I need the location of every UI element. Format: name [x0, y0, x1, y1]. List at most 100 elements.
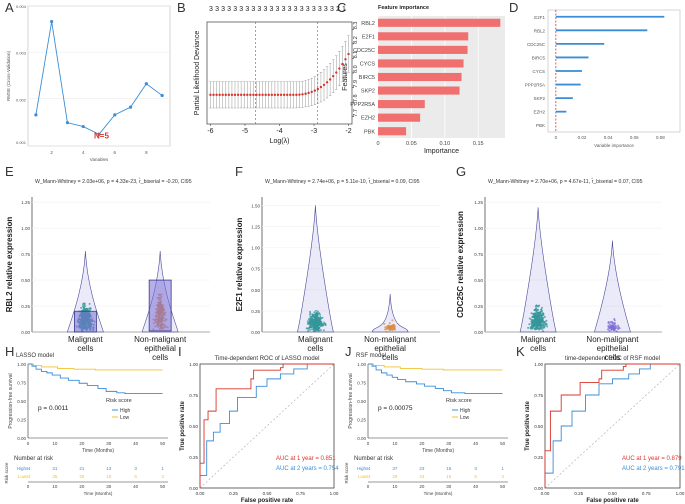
panel-b-xtick-label: -6	[207, 128, 213, 135]
panel-c-bar	[378, 72, 462, 82]
panel-f-xcat-label: cells	[307, 344, 323, 353]
panel-label-E: E	[5, 164, 14, 179]
panel-b-ytick-label: 7.8	[353, 94, 359, 102]
panel-f-ytick-label: 0.50	[251, 288, 260, 293]
panel-g-point-b	[613, 322, 616, 325]
panel-f-point-a	[320, 324, 323, 327]
panel-h-ytick-label: 1.00	[17, 362, 26, 367]
panel-e-xcat-label: cells	[152, 353, 168, 362]
panel-b-point	[301, 93, 304, 96]
panel-g-point-a	[530, 320, 533, 323]
panel-b-top-count: 3	[263, 6, 267, 13]
panel-g-point-a	[543, 315, 546, 318]
panel-h-ytick-label: 0.25	[17, 418, 26, 423]
panel-d-xtick-label: 0.04	[604, 135, 613, 140]
panel-j-curve-high	[368, 363, 503, 395]
panel-h-risk-row-label: High	[17, 466, 27, 471]
panel-g-point-a	[531, 315, 534, 318]
panel-f-point-a	[311, 319, 314, 322]
panel-d-category-label: BIRC5	[532, 55, 546, 60]
panel-f-point-a	[322, 329, 325, 332]
panel-b-ytick-label: 8.0	[353, 65, 359, 73]
panel-a-ylabel: RMSE (Cross-Validation)	[6, 51, 11, 101]
panel-f-point-a	[309, 320, 312, 323]
panel-k-ytick-label: 1.00	[534, 362, 543, 367]
panel-g-point-b	[611, 321, 614, 324]
panel-e-point-a	[83, 304, 86, 307]
panel-f-point-a	[313, 325, 316, 328]
panel-f-point-a	[313, 311, 316, 314]
panel-c-xtick-label: 0.10	[439, 141, 450, 147]
panel-c-title: Feature importance	[378, 5, 429, 11]
panel-g-point-a	[530, 312, 533, 315]
panel-g-point-a	[539, 310, 542, 313]
panel-b-point	[239, 93, 243, 97]
panel-d-category-label: SKP2	[533, 96, 545, 101]
panel-j-risk-value: 3	[501, 474, 504, 479]
panel-f-point-a	[307, 323, 310, 326]
panel-c-xtick-label: 0.15	[473, 141, 484, 147]
panel-b-point	[230, 93, 234, 97]
panel-a-point	[81, 124, 85, 129]
panel-h-risk-row-label: Low	[18, 474, 27, 479]
panel-f-point-a	[308, 329, 311, 332]
panel-b-point	[227, 93, 231, 97]
panel-b-point	[289, 93, 292, 97]
panel-f-point-a	[314, 321, 317, 324]
panel-f-point-b	[388, 322, 391, 325]
panel-h-risk-xtick-label: 40	[133, 484, 139, 489]
panel-d-xtick-label: 0.08	[656, 135, 665, 140]
panel-j-risk-xlabel: Time (Months)	[424, 491, 453, 496]
panel-b-point	[310, 90, 313, 94]
panel-b-point	[218, 93, 221, 97]
panel-f-point-a	[318, 318, 321, 321]
panel-d-category-label: EZH2	[533, 110, 545, 115]
panel-h-risk-title: Number at risk	[14, 456, 54, 462]
panel-a-ytick-label: 0.002	[16, 97, 27, 102]
panel-b-point	[322, 83, 326, 87]
panel-f-point-a	[309, 310, 312, 313]
panel-i-auc-1yr: AUC at 1 year = 0.851	[276, 456, 336, 462]
panel-d-category-label: PBK	[536, 123, 545, 128]
panel-g-point-a	[537, 323, 540, 326]
panel-e-point-a	[83, 302, 86, 305]
panel-c-bar	[378, 113, 421, 122]
panel-h-risk-xtick-label: 0	[27, 484, 30, 489]
panel-f-point-b	[389, 327, 392, 330]
panel-e-ytick-label: 0.50	[21, 278, 30, 283]
panel-d-category-label: CDC25C	[527, 42, 546, 47]
panel-h-risk-xlabel: Time (Months)	[84, 491, 113, 496]
panel-g-point-b	[606, 328, 609, 331]
panel-i-xtick-label: 1.00	[330, 491, 339, 496]
panel-label-I: I	[178, 344, 182, 359]
panel-label-D: D	[509, 0, 518, 15]
panel-j-risk-value: 3	[474, 466, 477, 471]
panel-b-point	[316, 87, 320, 91]
panel-a-point	[97, 132, 101, 136]
panel-h-title: LASSO model	[16, 353, 54, 359]
panel-h-risk-value: 31	[52, 466, 58, 471]
panel-a-xtick-label: 8	[145, 150, 148, 155]
panel-label-B: B	[177, 0, 186, 15]
panel-g-xcat-label: cells	[530, 344, 546, 353]
panel-h-risk-xtick-label: 30	[106, 484, 112, 489]
panel-b-top-count: 3	[330, 6, 334, 13]
panel-g-point-a	[540, 308, 543, 311]
panel-g-ytick-label: 0.00	[474, 330, 483, 335]
panel-b-xtick-label: -4	[276, 128, 282, 135]
panel-g-point-b	[613, 318, 616, 321]
panel-label-A: A	[5, 0, 14, 15]
panel-g-point-a	[541, 324, 544, 327]
panel-f-xcat-label: epithelial	[374, 344, 406, 353]
panel-b-ytick-label: 7.7	[353, 109, 359, 117]
panel-g-point-a	[535, 318, 538, 321]
panel-g-point-a	[539, 320, 542, 323]
panel-k-roc-1yr	[544, 363, 680, 488]
panel-i-auc-2yr: AUC at 2 years = 0.754	[276, 466, 339, 472]
panel-f-point-a	[315, 327, 318, 330]
panel-h-xtick-label: 10	[52, 441, 58, 446]
panel-h-xtick-label: 50	[160, 441, 166, 446]
panel-i-xlabel: False positive rate	[241, 498, 294, 504]
panel-a-xlabel: Variables	[90, 157, 109, 162]
panel-j-risk-value: 44	[365, 466, 371, 471]
